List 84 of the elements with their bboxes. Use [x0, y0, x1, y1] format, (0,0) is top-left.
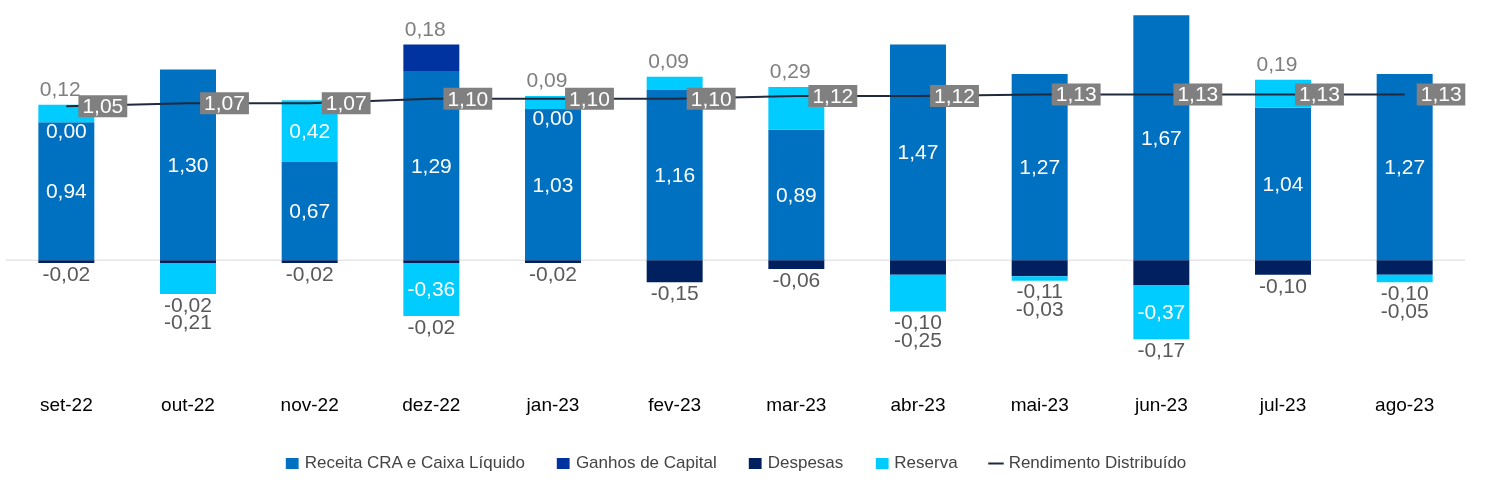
bar	[1133, 260, 1190, 286]
bar	[646, 76, 703, 91]
data-label: 1,13	[1177, 82, 1219, 106]
data-label: 1,16	[654, 163, 696, 187]
data-label: -0,15	[650, 280, 699, 304]
legend-label: Receita CRA e Caixa Líquido	[304, 453, 525, 473]
bar	[1133, 285, 1190, 340]
data-label: -0,37	[1137, 300, 1186, 324]
data-label: 1,03	[532, 172, 574, 196]
x-tick-label: abr-23	[890, 393, 946, 415]
data-label: 0,19	[1256, 51, 1298, 75]
bar	[160, 263, 216, 294]
data-label: 0,29	[769, 59, 811, 83]
data-label: 1,05	[82, 94, 124, 118]
data-label: 1,10	[690, 86, 732, 110]
bar	[525, 260, 581, 264]
x-tick-label: mai-23	[1010, 393, 1069, 415]
data-label: 0,09	[526, 67, 568, 91]
legend-label: Despesas	[767, 453, 844, 473]
x-tick-label: out-22	[161, 393, 215, 415]
data-label: 0,00	[45, 119, 87, 143]
x-tick-label: fev-23	[648, 393, 702, 415]
bar	[281, 260, 338, 264]
bar	[281, 161, 338, 261]
data-label: 1,30	[167, 152, 209, 176]
data-label: 0,18	[404, 16, 446, 40]
data-label: -0,02	[285, 261, 334, 285]
data-label: 1,27	[1384, 155, 1426, 179]
data-label: 1,12	[934, 83, 975, 107]
bar	[768, 129, 825, 261]
data-label: 1,47	[897, 140, 939, 164]
data-label: 1,29	[410, 153, 452, 177]
data-label: 1,13	[1299, 82, 1340, 106]
data-label: -0,02	[407, 314, 456, 338]
bar	[768, 260, 825, 269]
data-label: 1,07	[325, 91, 367, 115]
data-label: 1,07	[204, 91, 245, 115]
data-label: -0,02	[42, 261, 91, 285]
data-label: 1,27	[1019, 155, 1061, 179]
bar	[890, 260, 946, 275]
x-tick-label: ago-23	[1375, 393, 1435, 415]
x-tick-label: nov-22	[280, 393, 339, 415]
x-tick-label: jan-23	[525, 393, 580, 415]
legend-label: Ganhos de Capital	[575, 453, 717, 473]
data-label: -0,10	[894, 310, 942, 334]
x-tick-label: set-22	[39, 393, 93, 415]
data-label: 0,09	[648, 48, 690, 72]
data-label: 1,67	[1140, 125, 1182, 149]
data-label: -0,06	[772, 267, 821, 291]
data-label: -0,10	[1259, 273, 1307, 297]
bar	[403, 44, 460, 71]
x-tick-label: mar-23	[766, 393, 827, 415]
bar	[1255, 260, 1311, 275]
bar	[38, 122, 95, 261]
bar	[403, 263, 460, 316]
x-tick-label: jun-23	[1133, 393, 1188, 415]
legend-label: Reserva	[894, 453, 958, 473]
bar	[1376, 260, 1433, 275]
data-label: 0,42	[289, 119, 331, 143]
bar	[1011, 276, 1068, 281]
data-label: 1,10	[447, 86, 489, 110]
bar	[646, 260, 703, 283]
bar	[1011, 260, 1068, 277]
bar	[38, 260, 95, 264]
bar	[1376, 274, 1433, 283]
data-label: 0,12	[39, 76, 81, 100]
data-label: 1,13	[1420, 82, 1462, 106]
data-label: 0,89	[775, 182, 817, 206]
bar	[160, 260, 216, 264]
data-label: 0,67	[289, 199, 331, 223]
data-label: 1,04	[1262, 171, 1304, 195]
bar	[1255, 107, 1311, 261]
bar	[525, 109, 581, 261]
data-label: -0,36	[407, 277, 456, 301]
data-label: 0,94	[45, 179, 88, 203]
data-label: 1,12	[812, 83, 854, 107]
bar	[403, 260, 460, 264]
data-label: -0,17	[1137, 338, 1186, 362]
x-tick-label: dez-22	[402, 393, 461, 415]
data-label: -0,02	[529, 261, 577, 285]
x-tick-label: jul-23	[1258, 393, 1307, 415]
legend-label: Rendimento Distribuído	[1008, 453, 1187, 473]
data-label: 1,13	[1055, 82, 1097, 106]
bar	[890, 274, 946, 312]
